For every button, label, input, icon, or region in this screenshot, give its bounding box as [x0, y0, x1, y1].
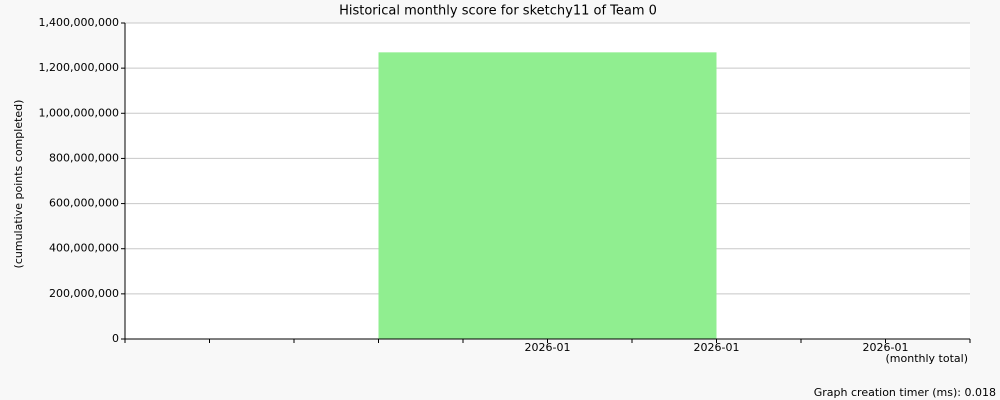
y-tick-label: 0	[112, 332, 119, 345]
bar	[378, 52, 717, 339]
y-tick-label: 1,200,000,000	[39, 61, 119, 74]
y-tick-label: 1,000,000,000	[39, 106, 119, 119]
y-tick-label: 200,000,000	[49, 287, 119, 300]
chart-title: Historical monthly score for sketchy11 o…	[339, 4, 657, 19]
footer: Graph creation timer (ms): 0.018	[814, 386, 996, 399]
x-tick-label: 2026-01	[525, 341, 571, 354]
y-tick-label: 400,000,000	[49, 242, 119, 255]
y-axis-label: (cumulative points completed)	[12, 100, 25, 269]
y-tick-label: 800,000,000	[49, 151, 119, 164]
y-tick-label: 600,000,000	[49, 197, 119, 210]
y-tick-label: 1,400,000,000	[39, 16, 119, 29]
x-axis-label: (monthly total)	[886, 352, 969, 365]
x-tick-label: 2026-01	[694, 341, 740, 354]
x-tick-label: 2026-01	[863, 341, 909, 354]
